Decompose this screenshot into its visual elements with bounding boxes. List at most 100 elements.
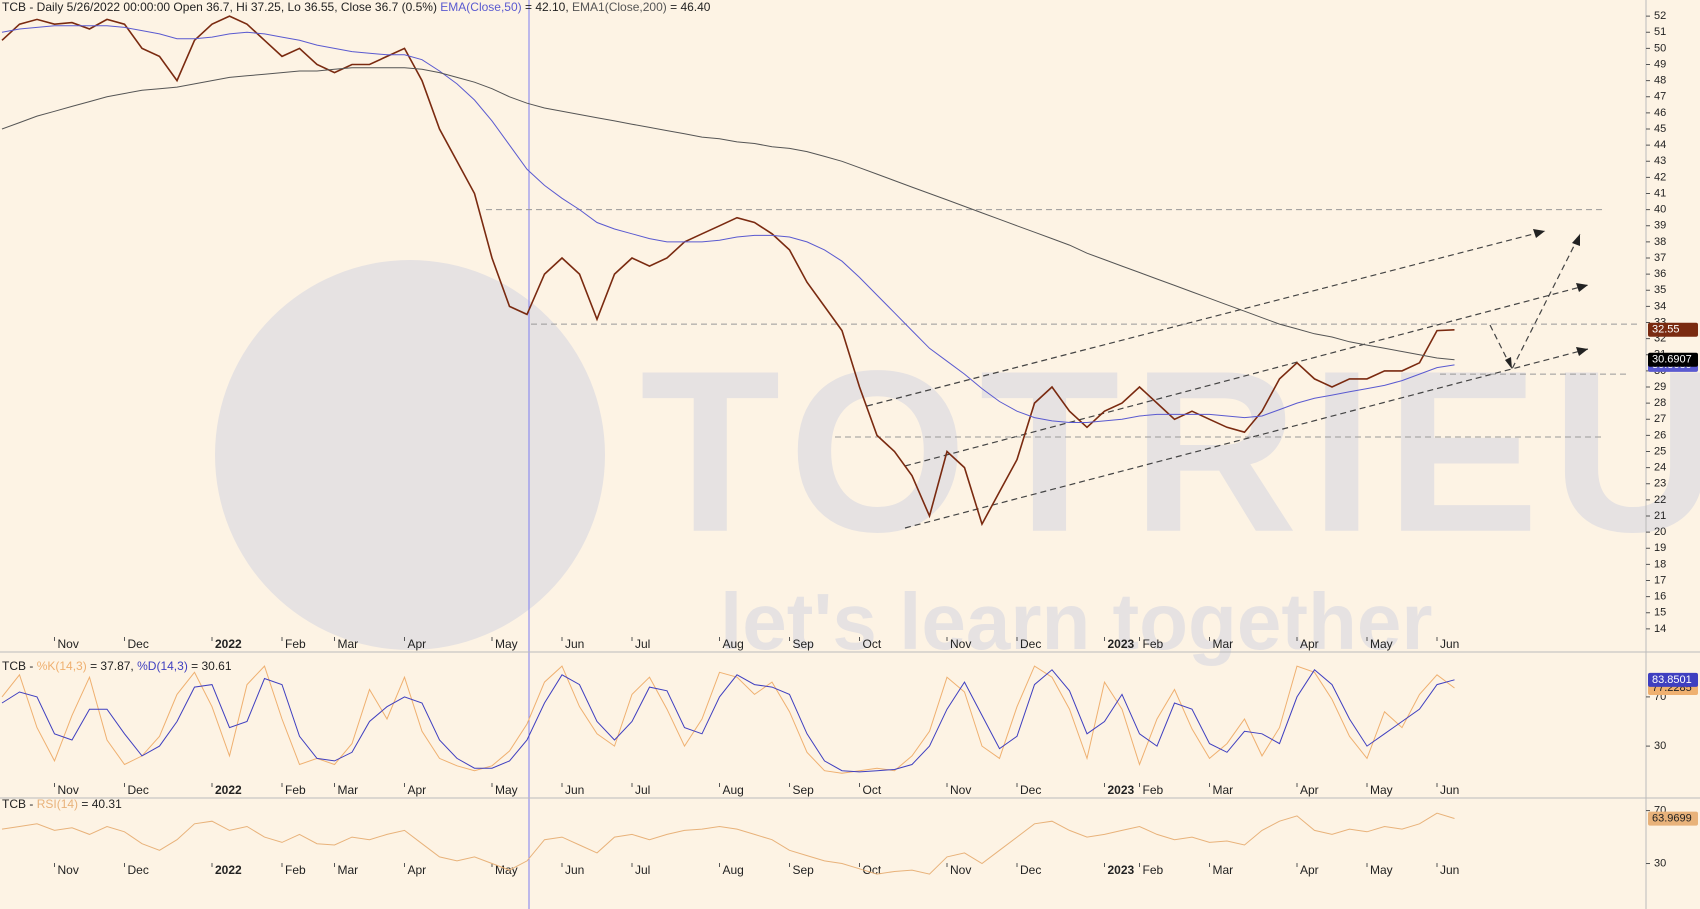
- series-line: [1, 15, 1455, 527]
- y-tick-label: 50: [1654, 42, 1666, 54]
- channel-line: [904, 284, 1589, 467]
- x-tick-label: Aug: [723, 637, 744, 651]
- y-tick-label: 17: [1654, 574, 1666, 586]
- x-tick-label: Jun: [1440, 637, 1459, 651]
- legend-value: = 37.87,: [90, 659, 134, 673]
- x-tick-label: Nov: [950, 863, 971, 877]
- x-tick-label: Sep: [793, 863, 815, 877]
- y-tick-label: 15: [1654, 607, 1666, 619]
- arrowhead: [1576, 283, 1588, 292]
- x-tick-label: Jun: [1440, 863, 1459, 877]
- x-tick-label: Sep: [793, 637, 815, 651]
- y-tick-label: 38: [1654, 236, 1666, 248]
- x-tick-label: Apr: [408, 783, 427, 797]
- y-tick-label: 29: [1654, 381, 1666, 393]
- x-tick-label: Dec: [1020, 863, 1041, 877]
- panel-title: TCB -: [2, 797, 33, 811]
- value-tag-label: 63.9699: [1652, 812, 1692, 824]
- series-line: [1, 669, 1455, 773]
- x-tick-label: May: [495, 863, 518, 877]
- value-tag-label: 83.8501: [1652, 674, 1692, 686]
- series-line: [1, 812, 1455, 875]
- y-tick-label: 28: [1654, 397, 1666, 409]
- x-tick-label: Feb: [285, 863, 306, 877]
- x-tick-label: Dec: [1020, 637, 1041, 651]
- y-tick-label: 49: [1654, 58, 1666, 70]
- y-tick-label: 39: [1654, 220, 1666, 232]
- y-tick-label: 36: [1654, 268, 1666, 280]
- y-tick-label: 52: [1654, 10, 1666, 22]
- x-tick-label: Feb: [285, 637, 306, 651]
- x-tick-label: Jun: [565, 783, 584, 797]
- x-tick-label: May: [1370, 783, 1393, 797]
- arrowhead: [1505, 357, 1512, 369]
- arrowhead: [1572, 234, 1580, 246]
- watermark-logo: [215, 260, 605, 650]
- panel-title: TCB - Daily 5/26/2022 00:00:00 Open 36.7…: [2, 0, 437, 14]
- y-tick-label: 48: [1654, 75, 1666, 87]
- y-tick-label: 47: [1654, 91, 1666, 103]
- legend-value: = 40.31: [81, 797, 122, 811]
- x-tick-label: Nov: [58, 783, 79, 797]
- x-tick-label: Aug: [723, 863, 744, 877]
- x-tick-label: Feb: [1143, 637, 1164, 651]
- x-tick-label: Dec: [128, 637, 149, 651]
- value-tag: [1648, 352, 1698, 367]
- series-line: [1, 665, 1455, 774]
- y-tick-label: 16: [1654, 591, 1666, 603]
- arrowhead: [1533, 229, 1545, 238]
- y-tick-label: 42: [1654, 171, 1666, 183]
- y-tick-label: 21: [1654, 510, 1666, 522]
- x-tick-label: 2022: [215, 863, 242, 877]
- x-tick-label: Dec: [1020, 783, 1041, 797]
- y-tick-label: 43: [1654, 155, 1666, 167]
- x-tick-label: Apr: [1300, 783, 1319, 797]
- x-tick-label: May: [495, 783, 518, 797]
- y-tick-label: 46: [1654, 107, 1666, 119]
- legend-value: = 30.61: [191, 659, 232, 673]
- y-tick-label: 25: [1654, 445, 1666, 457]
- value-tag: [1648, 322, 1698, 337]
- y-tick-label: 30: [1654, 857, 1666, 869]
- value-tag-label: 32.55: [1652, 324, 1680, 336]
- x-tick-label: Jun: [565, 863, 584, 877]
- legend-name: RSI(14): [37, 797, 78, 811]
- x-tick-label: May: [1370, 863, 1393, 877]
- x-tick-label: Aug: [723, 783, 744, 797]
- x-tick-label: Feb: [285, 783, 306, 797]
- y-tick-label: 22: [1654, 494, 1666, 506]
- legend-name: EMA(Close,50): [440, 0, 521, 14]
- x-tick-label: Sep: [793, 783, 815, 797]
- watermark-slogan: let's learn together: [720, 577, 1433, 666]
- x-tick-label: Apr: [1300, 637, 1319, 651]
- x-tick-label: Nov: [58, 637, 79, 651]
- channel: [866, 230, 1589, 529]
- x-tick-label: Mar: [338, 863, 359, 877]
- x-tick-label: May: [1370, 637, 1393, 651]
- x-tick-label: 2023: [1108, 783, 1135, 797]
- y-tick-label: 34: [1654, 300, 1666, 312]
- x-tick-label: Jul: [635, 863, 650, 877]
- y-tick-label: 51: [1654, 26, 1666, 38]
- watermark-title: TOTRIEU: [640, 323, 1700, 580]
- y-tick-label: 41: [1654, 187, 1666, 199]
- legend-name: %D(14,3): [137, 659, 188, 673]
- x-tick-label: Apr: [408, 863, 427, 877]
- panel-header: TCB - Daily 5/26/2022 00:00:00 Open 36.7…: [2, 0, 711, 14]
- y-tick-label: 23: [1654, 478, 1666, 490]
- x-tick-label: Feb: [1143, 783, 1164, 797]
- y-tick-label: 14: [1654, 623, 1666, 635]
- x-tick-label: Oct: [863, 783, 882, 797]
- panel-header: TCB - %K(14,3) = 37.87, %D(14,3) = 30.61: [2, 659, 232, 673]
- value-tag: [1648, 811, 1698, 826]
- x-tick-label: Apr: [1300, 863, 1319, 877]
- x-tick-label: Mar: [1213, 863, 1234, 877]
- channel-line: [904, 348, 1589, 529]
- channel-line: [866, 230, 1546, 407]
- x-tick-label: Nov: [950, 637, 971, 651]
- x-tick-label: 2023: [1108, 863, 1135, 877]
- value-tag-label: 30.6907: [1652, 354, 1692, 366]
- x-tick-label: Dec: [128, 863, 149, 877]
- arrowheads: [1505, 229, 1588, 369]
